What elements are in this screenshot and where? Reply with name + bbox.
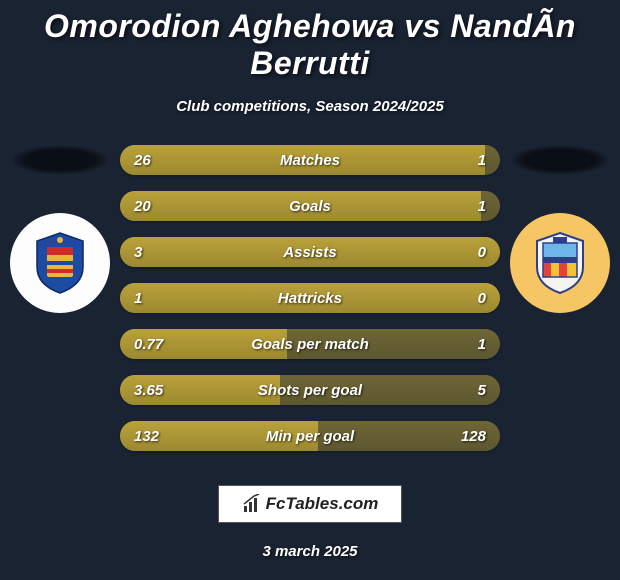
stat-value-right: 1: [478, 336, 486, 353]
stat-row: 3.65Shots per goal5: [120, 375, 500, 405]
club-crest-left: [10, 213, 110, 313]
watermark-text: FcTables.com: [266, 494, 379, 514]
stat-row: 0.77Goals per match1: [120, 329, 500, 359]
shield-icon: [33, 231, 87, 295]
stat-label: Shots per goal: [120, 382, 500, 399]
stat-label: Hattricks: [120, 290, 500, 307]
stat-row: 1Hattricks0: [120, 283, 500, 313]
stats-table: 26Matches120Goals13Assists01Hattricks00.…: [120, 145, 500, 467]
stat-label: Goals: [120, 198, 500, 215]
stat-label: Min per goal: [120, 428, 500, 445]
stat-label: Goals per match: [120, 336, 500, 353]
stat-value-right: 1: [478, 198, 486, 215]
stat-value-right: 1: [478, 152, 486, 169]
club-crest-right: [510, 213, 610, 313]
stat-value-right: 5: [478, 382, 486, 399]
stat-row: 26Matches1: [120, 145, 500, 175]
comparison-title: Omorodion Aghehowa vs NandÃn Berrutti: [0, 0, 620, 82]
chart-icon: [242, 494, 262, 514]
stat-row: 132Min per goal128: [120, 421, 500, 451]
watermark-badge: FcTables.com: [218, 485, 402, 523]
stat-value-right: 0: [478, 290, 486, 307]
comparison-subtitle: Club competitions, Season 2024/2025: [0, 98, 620, 115]
stat-row: 3Assists0: [120, 237, 500, 267]
stat-label: Assists: [120, 244, 500, 261]
shield-icon: [533, 231, 587, 295]
comparison-content: 26Matches120Goals13Assists01Hattricks00.…: [0, 145, 620, 465]
player-shadow-right: [510, 145, 610, 175]
stat-value-right: 0: [478, 244, 486, 261]
stat-row: 20Goals1: [120, 191, 500, 221]
player-shadow-left: [10, 145, 110, 175]
comparison-date: 3 march 2025: [0, 543, 620, 560]
stat-label: Matches: [120, 152, 500, 169]
stat-value-right: 128: [461, 428, 486, 445]
